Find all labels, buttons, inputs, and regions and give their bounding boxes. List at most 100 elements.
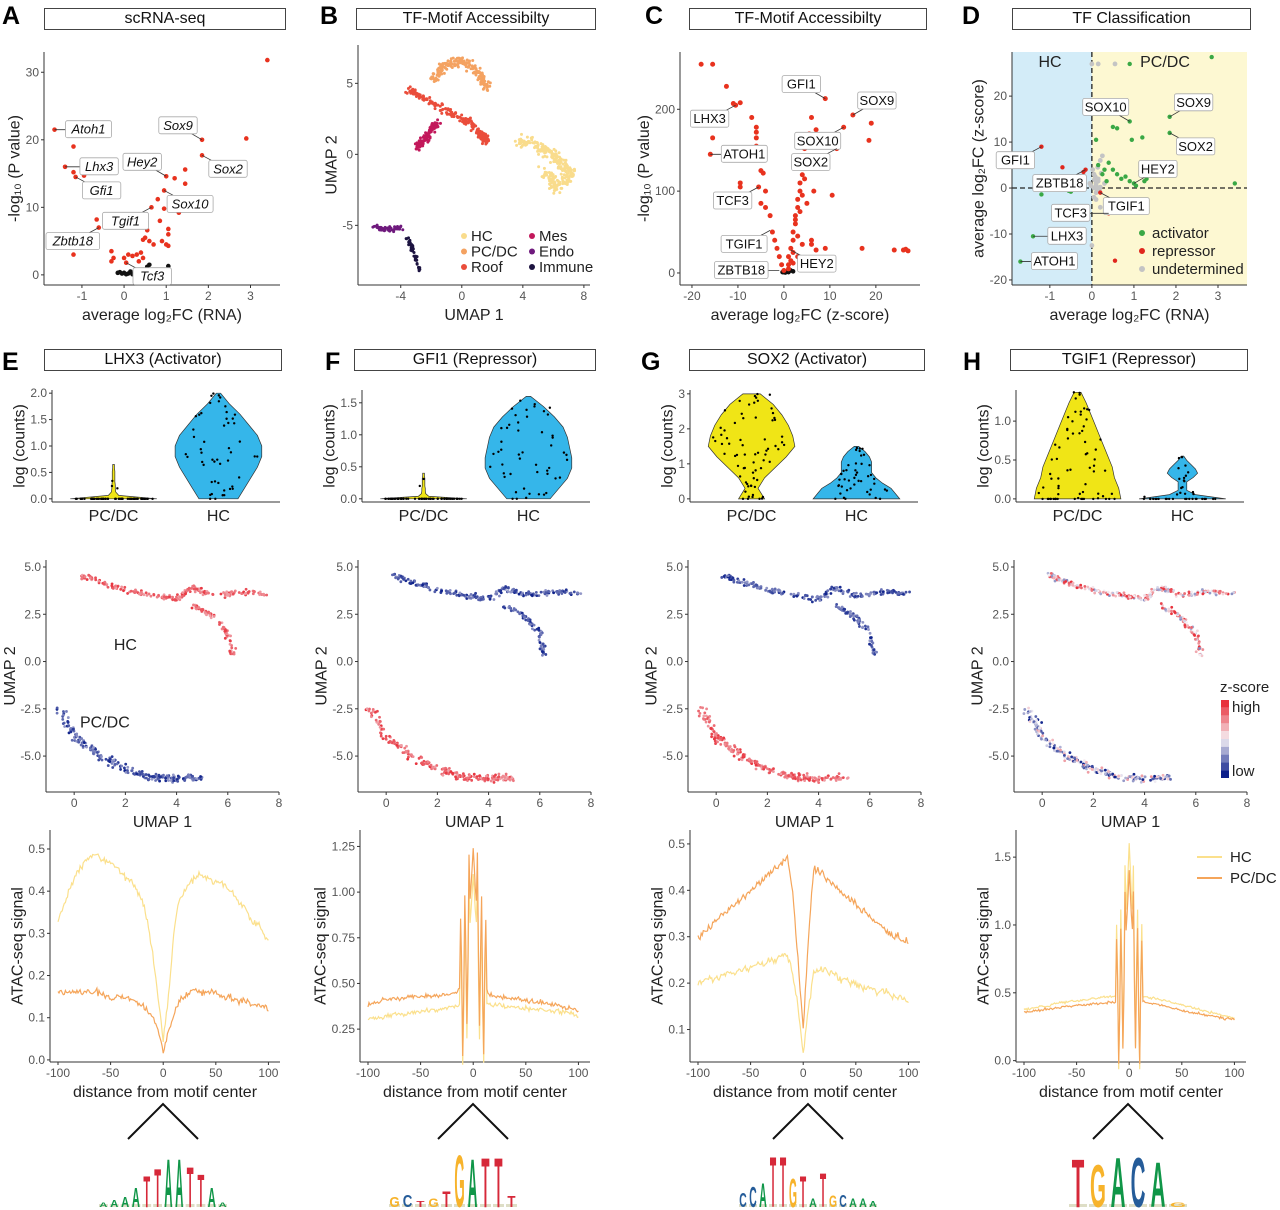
gene-label-group: SOX9 (1173, 93, 1214, 112)
cell-point (140, 772, 144, 776)
cell-point (1211, 497, 1215, 501)
cell-point (736, 464, 740, 468)
cell-point (458, 119, 462, 123)
x-tick-label: 6 (224, 796, 231, 810)
undetermined-point (1093, 197, 1099, 202)
motif-letter: T (1072, 1145, 1085, 1210)
cell-point (557, 151, 561, 155)
x-tick-label: 2 (434, 796, 441, 810)
y-tick-label: 0.5 (340, 460, 357, 474)
cell-point (802, 776, 806, 779)
cell-point (792, 592, 796, 596)
cell-point (1115, 591, 1119, 594)
cell-point (484, 774, 488, 778)
cell-point (857, 479, 860, 483)
cell-point (870, 640, 874, 644)
cell-point (132, 497, 135, 501)
y-tick-label: 0.75 (332, 931, 356, 945)
y-tick-label: 2 (678, 422, 685, 436)
legend-label: HC (1230, 849, 1252, 866)
cell-point (552, 189, 556, 193)
significant-point (749, 114, 755, 120)
cell-point (1067, 581, 1071, 585)
cell-point (551, 436, 554, 439)
x-tick-label: -50 (1068, 1066, 1086, 1080)
cell-point (848, 595, 852, 598)
cell-point (504, 585, 508, 588)
cell-point (845, 611, 849, 615)
cell-point (816, 779, 819, 782)
cell-point (703, 711, 707, 715)
cell-point (814, 598, 818, 602)
category-label: PC/DC (727, 508, 777, 525)
cell-point (1110, 492, 1114, 496)
cell-point (146, 497, 149, 501)
x-tick-label: 6 (536, 796, 543, 810)
motif-letter: G (1090, 1152, 1106, 1210)
cell-point (231, 417, 234, 420)
cell-point (765, 586, 769, 590)
cell-point (1153, 780, 1157, 783)
cell-point (418, 484, 421, 488)
label-box (65, 120, 112, 139)
cell-point (411, 581, 415, 585)
motif-background-letters (809, 1204, 817, 1207)
cell-point (542, 493, 546, 496)
cell-point (192, 428, 195, 431)
cell-point (83, 497, 86, 501)
cell-point (88, 576, 92, 580)
cell-point (186, 455, 189, 459)
cell-point (1130, 776, 1134, 779)
cell-point (754, 767, 758, 771)
cell-point (480, 130, 484, 134)
panel-g-title: SOX2 (Activator) (689, 349, 925, 371)
significant-point (786, 254, 792, 260)
cell-point (409, 579, 413, 583)
cell-point (773, 418, 777, 422)
cell-point (516, 421, 520, 424)
significant-point (808, 114, 814, 120)
cell-point (1150, 587, 1154, 591)
gene-label: LHX3 (1051, 228, 1084, 243)
x-tick-label: 0 (1126, 1066, 1133, 1080)
cell-point (102, 497, 105, 501)
activator-point (1127, 178, 1132, 184)
cell-point (460, 497, 463, 500)
cell-point (217, 481, 220, 485)
significant-point (710, 135, 716, 141)
cell-point (1188, 497, 1191, 501)
legend-label: repressor (1152, 243, 1215, 260)
cell-point (499, 591, 503, 595)
cell-point (1198, 653, 1202, 657)
cell-point (1155, 497, 1158, 501)
y-tick-label: -20 (990, 273, 1008, 287)
cell-point (464, 61, 468, 65)
y-tick-label: 0.25 (332, 1022, 356, 1036)
cell-point (154, 779, 157, 782)
cell-point (444, 589, 448, 593)
cell-point (1201, 648, 1205, 651)
cell-point (1079, 583, 1083, 587)
cell-point (507, 777, 510, 781)
cell-point (171, 779, 175, 782)
cell-point (229, 451, 233, 454)
cell-point (716, 740, 719, 744)
cell-point (75, 732, 79, 736)
cell-point (539, 590, 543, 594)
significant-point (71, 252, 76, 257)
cell-point (709, 727, 713, 730)
cell-point (517, 453, 521, 456)
cell-point (93, 497, 96, 501)
y-tick-label: 0.0 (30, 492, 47, 506)
cell-point (92, 752, 95, 756)
cell-point (1159, 777, 1163, 780)
cell-point (467, 64, 471, 68)
cell-point (772, 589, 776, 593)
cell-point (481, 777, 485, 781)
cell-point (478, 129, 482, 133)
cell-point (138, 770, 141, 774)
cell-point (190, 606, 194, 610)
cell-point (479, 597, 483, 601)
